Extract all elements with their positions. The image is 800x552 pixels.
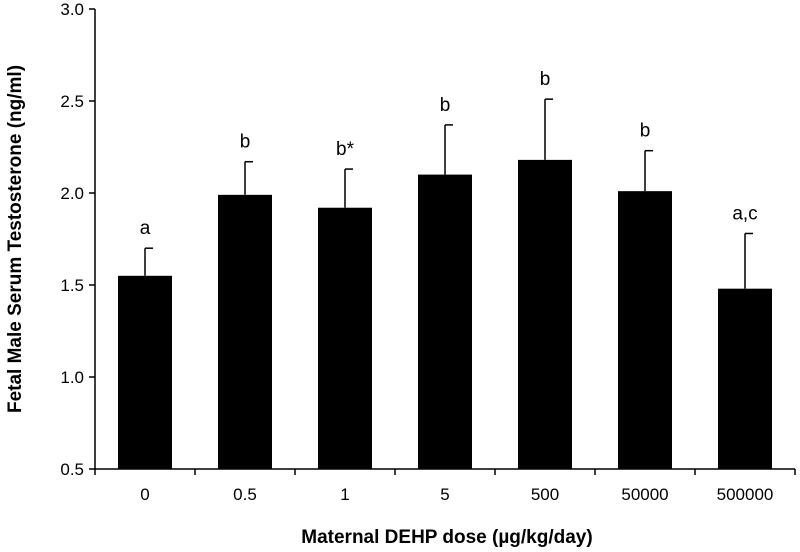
y-tick-label: 1.5 (60, 276, 84, 295)
bar (718, 288, 772, 469)
significance-label: b (440, 95, 451, 116)
x-tick-label: 1 (340, 485, 349, 504)
y-tick-label: 0.5 (60, 460, 84, 479)
y-tick-label: 3.0 (60, 0, 84, 19)
x-tick-group: 0 0.5 1 5 500 50000 500000 (94, 469, 796, 504)
y-axis: 0.5 1.0 1.5 2.0 2.5 3.0 (60, 0, 96, 479)
significance-label: b* (336, 139, 355, 160)
x-tick-label: 50000 (621, 485, 668, 504)
x-tick-label: 0 (140, 485, 149, 504)
x-axis: 0 0.5 1 5 500 50000 500000 (94, 468, 796, 504)
y-tick-label: 2.5 (60, 92, 84, 111)
significance-label: b (540, 69, 551, 90)
bar (218, 194, 272, 469)
x-axis-title: Maternal DEHP dose (µg/kg/day) (301, 527, 592, 548)
bar (518, 159, 572, 469)
bar (418, 174, 472, 469)
bar (318, 207, 372, 469)
bar-group: a b b* b b b a,c (118, 69, 772, 469)
bar (118, 275, 172, 469)
significance-label: a,c (732, 203, 757, 224)
significance-label: b (640, 121, 651, 142)
significance-label: b (240, 132, 251, 153)
y-axis-title: Fetal Male Serum Testosterone (ng/ml) (5, 65, 26, 413)
bar (618, 191, 672, 469)
x-tick-label: 500000 (717, 485, 774, 504)
x-tick-label: 500 (531, 485, 559, 504)
x-tick-label: 0.5 (233, 485, 257, 504)
y-tick-group: 0.5 1.0 1.5 2.0 2.5 3.0 (60, 0, 95, 479)
x-tick-label: 5 (440, 485, 449, 504)
y-tick-label: 2.0 (60, 184, 84, 203)
significance-label: a (140, 218, 151, 239)
y-tick-label: 1.0 (60, 368, 84, 387)
